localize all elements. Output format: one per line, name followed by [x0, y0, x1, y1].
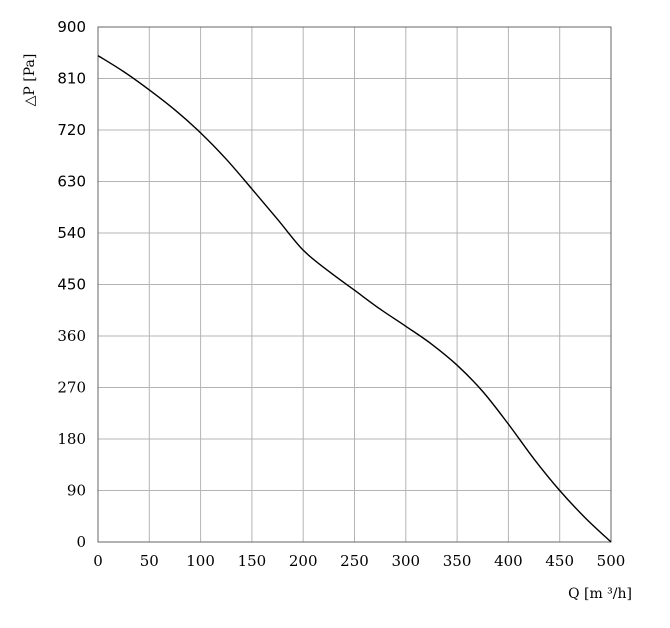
x-tick-label: 300	[391, 552, 420, 570]
x-axis-ticks: 0 50 100 150 200 250 300 350 400 450 500	[93, 552, 625, 570]
y-tick-label: 270	[57, 379, 86, 397]
y-axis-label: △P [Pa]	[22, 54, 38, 107]
y-tick-label: 90	[67, 482, 86, 500]
x-tick-label: 100	[186, 552, 215, 570]
x-tick-label: 350	[443, 552, 472, 570]
x-tick-label: 500	[597, 552, 626, 570]
x-tick-label: 400	[494, 552, 523, 570]
x-tick-label: 0	[93, 552, 103, 570]
y-tick-label: 540	[57, 224, 86, 242]
y-tick-label: 0	[76, 533, 86, 551]
series-layer	[97, 55, 612, 543]
x-tick-label: 250	[340, 552, 369, 570]
grid-lines	[97, 26, 612, 543]
x-tick-label: 200	[289, 552, 318, 570]
x-axis-label: Q [m ³/h]	[568, 586, 632, 602]
y-tick-label: 900	[57, 18, 86, 36]
x-tick-label: 450	[545, 552, 574, 570]
series-line	[97, 55, 612, 543]
y-tick-label: 810	[57, 70, 86, 88]
y-axis-ticks: 0 90 180 270 360 450 540 630 720 810 900	[57, 18, 86, 551]
plot-frame	[97, 26, 612, 543]
y-tick-label: 630	[57, 173, 86, 191]
y-tick-label: 450	[57, 276, 86, 294]
y-tick-label: 720	[57, 121, 86, 139]
x-tick-label: 50	[140, 552, 159, 570]
y-tick-label: 180	[57, 430, 86, 448]
x-tick-label: 150	[238, 552, 267, 570]
y-tick-label: 360	[57, 327, 86, 345]
